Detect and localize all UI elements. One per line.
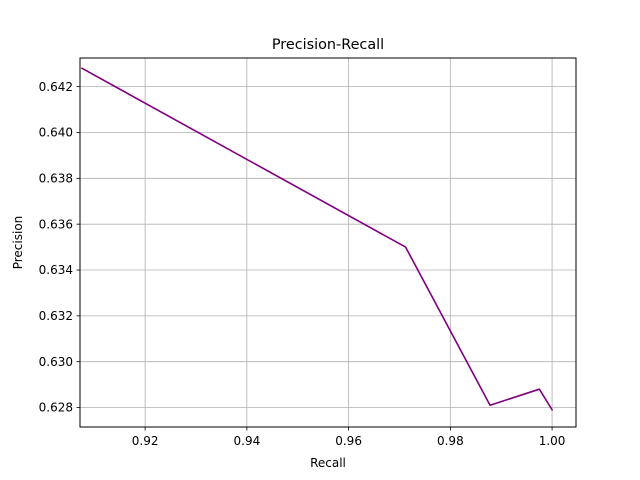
y-tick-label: 0.638 [39,172,73,186]
y-tick-label: 0.632 [39,309,73,323]
y-tick-label: 0.628 [39,401,73,415]
series-layer [80,67,554,411]
y-tick-label: 0.630 [39,355,73,369]
y-axis-title: Precision [11,216,25,270]
y-axis-ticks: 0.628 0.630 0.632 0.634 0.636 0.638 0.640 0.642 [39,80,80,415]
x-axis-title: Recall [310,456,346,470]
grid-lines [80,58,576,427]
x-tick-label: 0.94 [234,434,261,448]
chart-title: Precision-Recall [272,37,384,53]
x-axis-ticks: 0.92 0.94 0.96 0.98 1.00 [132,427,566,448]
x-tick-label: 0.92 [132,434,159,448]
x-tick-label: 0.98 [437,434,464,448]
y-tick-label: 0.636 [39,217,73,231]
x-tick-label: 0.96 [335,434,362,448]
y-tick-label: 0.640 [39,126,73,140]
y-tick-label: 0.642 [39,80,73,94]
precision-recall-line [80,67,554,411]
plot-frame [79,57,577,428]
y-tick-label: 0.634 [39,263,73,277]
x-tick-label: 1.00 [539,434,566,448]
